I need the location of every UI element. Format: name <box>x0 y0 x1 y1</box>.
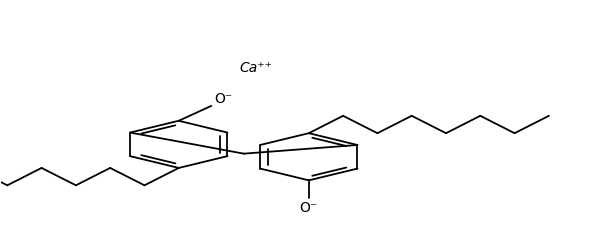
Text: O⁻: O⁻ <box>214 92 232 106</box>
Text: Ca⁺⁺: Ca⁺⁺ <box>239 61 272 75</box>
Text: O⁻: O⁻ <box>300 200 318 214</box>
